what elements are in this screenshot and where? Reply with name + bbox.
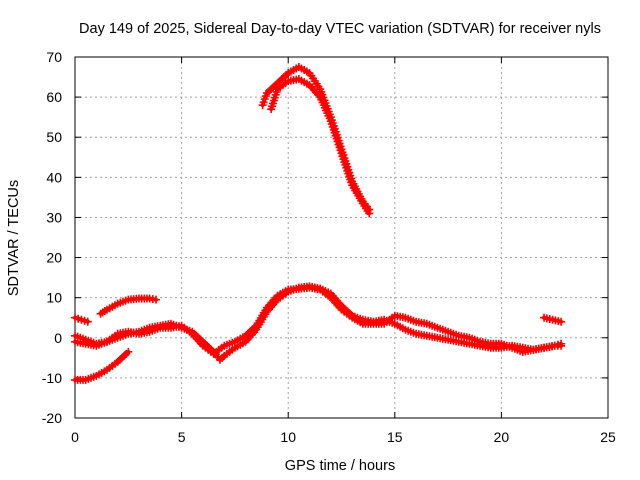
y-tick-label: -20 bbox=[42, 410, 62, 426]
data-point bbox=[557, 339, 566, 348]
data-point bbox=[557, 317, 566, 326]
y-axis-title: SDTVAR / TECUs bbox=[6, 180, 22, 296]
series-arc-early-top bbox=[96, 294, 161, 318]
x-tick-label: 5 bbox=[178, 429, 186, 445]
series-arc-late-short bbox=[540, 313, 566, 326]
series-arc-main-lower bbox=[71, 283, 566, 358]
y-tick-label: -10 bbox=[42, 370, 62, 386]
data-point bbox=[365, 209, 374, 218]
y-tick-label: 40 bbox=[46, 169, 62, 185]
y-tick-label: 10 bbox=[46, 290, 62, 306]
x-axis-title: GPS time / hours bbox=[285, 458, 395, 474]
x-tick-label: 10 bbox=[280, 429, 296, 445]
series-arc-start-short bbox=[71, 313, 92, 326]
y-tick-label: 70 bbox=[46, 49, 62, 65]
data-point bbox=[124, 347, 133, 356]
data-point bbox=[152, 295, 161, 304]
y-tick-label: 50 bbox=[46, 129, 62, 145]
x-tick-label: 0 bbox=[71, 429, 79, 445]
y-tick-label: 20 bbox=[46, 250, 62, 266]
x-tick-label: 25 bbox=[600, 429, 616, 445]
series-arc-early-bottom bbox=[71, 347, 133, 384]
x-tick-label: 15 bbox=[387, 429, 403, 445]
series-arc-peak-lower bbox=[267, 75, 374, 218]
data-point bbox=[83, 317, 92, 326]
x-tick-label: 20 bbox=[494, 429, 510, 445]
tick-labels: 0 5 10 15 20 25 -20 -10 0 10 20 30 40 50 60 70 bbox=[42, 49, 616, 445]
y-tick-label: 60 bbox=[46, 89, 62, 105]
y-tick-label: 0 bbox=[54, 330, 62, 346]
data-series bbox=[71, 63, 566, 384]
chart-title: Day 149 of 2025, Sidereal Day-to-day VTE… bbox=[79, 21, 601, 37]
y-tick-label: 30 bbox=[46, 209, 62, 225]
plot-border bbox=[74, 56, 609, 419]
